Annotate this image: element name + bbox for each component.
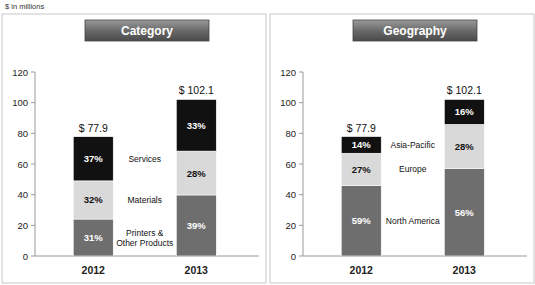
share-label: 14% [352,139,372,150]
share-label: 37% [84,153,104,164]
series-label: North America [386,216,440,226]
share-label: 39% [187,220,207,231]
x-axis-line [35,256,259,257]
marks [73,99,216,256]
y-tick [299,102,303,103]
x-tick-label: 2013 [453,264,477,276]
total-label: $ 77.9 [347,122,376,134]
share-label: 28% [187,168,207,179]
total-label: $ 77.9 [79,122,108,134]
bar-segment [176,151,216,195]
bar-segment [341,137,381,154]
bar-segment [444,124,484,168]
y-tick [299,72,303,73]
series-label-line: Services [128,154,161,164]
y-tick [299,194,303,195]
marks [341,99,484,256]
y-tick [299,133,303,134]
y-tick-label: 80 [285,128,296,139]
title-box [85,20,209,41]
x-tick-label: 2012 [82,264,106,276]
share-label: 59% [352,215,372,226]
y-tick-label: 40 [285,189,296,200]
share-label: 33% [187,120,207,131]
share-label: 28% [455,141,475,152]
chart-svg: Category$ in millions0204060801001202012… [0,0,535,285]
y-tick-label: 40 [17,189,28,200]
series-label-line: Asia-Pacific [391,140,436,150]
share-label: 27% [352,164,372,175]
chart-title: Geography [383,24,447,38]
chart-title: Category [121,24,173,38]
panel-frame [270,14,534,283]
labels: 2012 59% 27% 14% $ 77.9 2013 56% 28% 16% $ 102.1 N… [347,84,482,276]
bar-segment [73,137,113,181]
y-tick [31,256,35,257]
y-tick-label: 120 [12,67,28,78]
y-tick [31,102,35,103]
y-tick [299,225,303,226]
root: Category$ in millions0204060801001202012… [0,0,535,285]
bar-segment [73,219,113,256]
y-tick-label: 60 [17,159,28,170]
share-label: 32% [84,194,104,205]
annotation: $ in millions [5,2,44,11]
y-tick-label: 20 [285,220,296,231]
bar-segment [444,168,484,256]
labels: 2012 31% 32% 37% $ 77.9 2013 39% 28% 33% $ 102.1 P… [79,84,214,276]
series-label-line: North America [386,216,440,226]
y-tick-label: 20 [17,220,28,231]
y-tick [299,256,303,257]
panel: Category $ in millions 0 20 40 60 80 100 120 2012… [2,2,266,283]
total-label: $ 102.1 [179,84,214,96]
series-label-line: Materials [128,195,162,205]
series-label-line: Printers & [126,228,164,238]
bar-segment [341,185,381,256]
bar-segment [341,153,381,185]
series-label: Materials [128,195,162,205]
series-label: Asia-Pacific [391,140,436,150]
x-tick-label: 2012 [350,264,374,276]
y-tick [31,194,35,195]
series-label-line: Other Products [116,238,173,248]
y-tick-label: 60 [285,159,296,170]
share-label: 16% [455,106,475,117]
y-tick [31,225,35,226]
y-tick [31,133,35,134]
bar-segment [176,99,216,151]
series-label-line: Europe [399,164,427,174]
y-tick [31,164,35,165]
y-tick-label: 80 [17,128,28,139]
total-label: $ 102.1 [447,84,482,96]
y-tick [31,72,35,73]
x-axis-line [303,256,527,257]
share-label: 56% [455,207,475,218]
y-tick-label: 120 [280,67,296,78]
panel-frame [2,14,266,283]
bar-segment [176,195,216,256]
x-tick-label: 2013 [185,264,209,276]
y-tick-label: 0 [23,251,28,262]
panel: Geography 0 20 40 60 80 100 120 2012 59% 27% 14% $ 7… [270,14,534,283]
bar-segment [444,99,484,124]
series-label: Printers &Other Products [116,228,173,248]
y-tick-label: 100 [280,97,296,108]
share-label: 31% [84,232,104,243]
series-label: Europe [399,164,427,174]
title-box [353,20,477,41]
y-tick [299,164,303,165]
series-label: Services [128,154,161,164]
y-tick-label: 100 [12,97,28,108]
bar-segment [73,181,113,219]
y-tick-label: 0 [291,251,296,262]
